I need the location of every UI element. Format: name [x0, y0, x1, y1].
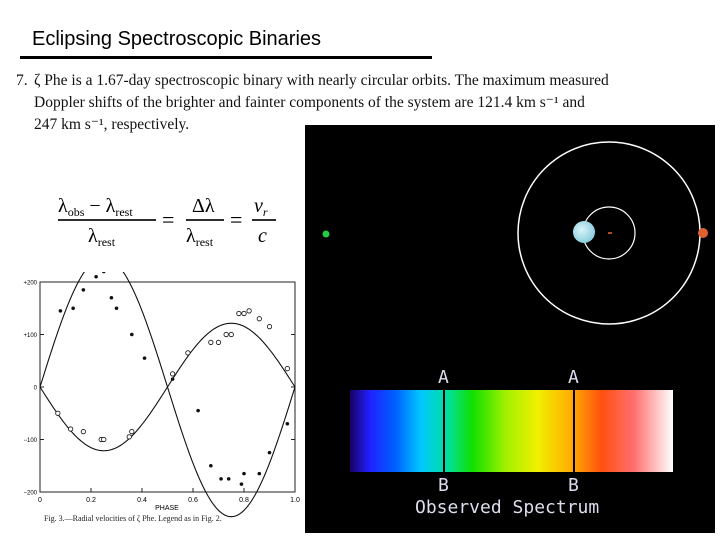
data-point-series-2 [55, 410, 61, 416]
eq-numerator-1: λobs − λrest [58, 195, 133, 219]
data-point-series-1 [170, 377, 175, 381]
data-point-series-1 [130, 332, 134, 337]
data-point-series-2 [215, 339, 222, 345]
y-tick-label: +200 [23, 281, 37, 287]
data-point-series-1 [239, 482, 244, 486]
x-axis-label: PHASE [155, 505, 179, 512]
x-tick-label: 0.8 [239, 497, 249, 504]
y-tick-label: −100 [23, 438, 37, 444]
x-tick-label: 0.6 [188, 497, 198, 504]
slide-title: Eclipsing Spectroscopic Binaries [32, 28, 322, 50]
eq-denominator-3: c [258, 225, 267, 247]
spectrum-label-b-1: B [438, 475, 449, 496]
data-point-series-1 [209, 463, 213, 468]
radial-velocity-chart: 0 0.2 0.4 0.6 0.8 1.0 +200 +100 0 −100 −200 PHASE [23, 272, 300, 518]
problem-line-2: Doppler shifts of the brighter and faint… [34, 94, 585, 111]
data-point-series-2 [236, 310, 242, 317]
y-tick-label: −200 [23, 491, 37, 497]
fit-curve-series-1 [39, 272, 296, 518]
title-underline [20, 56, 432, 59]
spectrum-label-a-1: A [438, 367, 449, 388]
data-point-series-1 [114, 306, 119, 311]
data-point-series-1 [94, 274, 98, 279]
data-point-series-2 [67, 426, 74, 432]
data-point-series-2 [80, 429, 86, 435]
data-point-series-1 [257, 471, 262, 476]
spectrum-label-b-2: B [568, 475, 579, 496]
data-point-series-1 [242, 471, 246, 476]
binary-simulation-panel: A A B B Observed Spectrum [305, 125, 715, 533]
data-point-series-1 [142, 356, 147, 360]
data-point-series-2 [241, 310, 247, 317]
data-point-series-2 [126, 434, 132, 440]
data-point-series-2 [129, 429, 135, 435]
figure-caption: Fig. 3.—Radial velocities of ζ Phe. Lege… [44, 514, 222, 523]
data-point-series-1 [226, 477, 231, 481]
x-tick-label: 0.4 [137, 497, 147, 504]
data-point-series-1 [81, 288, 86, 292]
data-point-series-1 [285, 421, 290, 426]
data-point-series-2 [208, 339, 214, 345]
data-point-series-1 [267, 450, 272, 455]
secondary-star [698, 228, 708, 238]
spectrum-caption: Observed Spectrum [415, 497, 600, 518]
primary-star [573, 221, 595, 243]
data-point-series-1 [71, 306, 75, 311]
problem-text: 7. ζ Phe is a 1.67-day spectroscopic bina… [16, 70, 716, 136]
data-point-series-2 [246, 308, 252, 314]
data-point-series-1 [219, 477, 223, 481]
x-tick-label: 0 [38, 497, 42, 504]
data-point-series-2 [266, 324, 273, 330]
x-tick-label: 0.2 [86, 497, 96, 504]
eq-denominator-2: λrest [186, 225, 214, 249]
problem-line-3: 247 km s⁻¹, respectively. [34, 116, 190, 133]
data-point-series-2 [284, 366, 290, 372]
eq-equals-1: = [162, 207, 174, 232]
eq-denominator-1: λrest [88, 225, 116, 249]
data-point-series-1 [58, 309, 63, 313]
data-point-series-2 [170, 371, 176, 377]
problem-line-1: ζ Phe is a 1.67-day spectroscopic binary… [34, 72, 609, 89]
fit-curve-series-2 [39, 322, 296, 452]
problem-number: 7. [16, 72, 28, 89]
data-point-series-2 [185, 350, 191, 356]
doppler-equation: λobs − λrest λrest = Δλ λrest = vr c [58, 195, 276, 249]
data-point-series-1 [196, 408, 200, 413]
y-tick-label: +100 [23, 333, 37, 339]
data-point-series-2 [228, 331, 234, 338]
spectrum-label-a-2: A [568, 367, 579, 388]
eq-equals-2: = [230, 207, 242, 232]
spectrum-bar [350, 390, 673, 472]
eq-numerator-2: Δλ [192, 195, 215, 217]
data-point-series-2 [223, 331, 229, 338]
y-tick-label: 0 [34, 386, 38, 392]
data-point-series-2 [101, 436, 107, 443]
x-tick-label: 1.0 [290, 497, 300, 504]
data-point-series-2 [256, 316, 262, 322]
data-point-series-1 [102, 272, 106, 274]
data-point-series-1 [109, 295, 114, 300]
observer-dot [322, 230, 330, 238]
eq-numerator-3: vr [254, 195, 268, 219]
